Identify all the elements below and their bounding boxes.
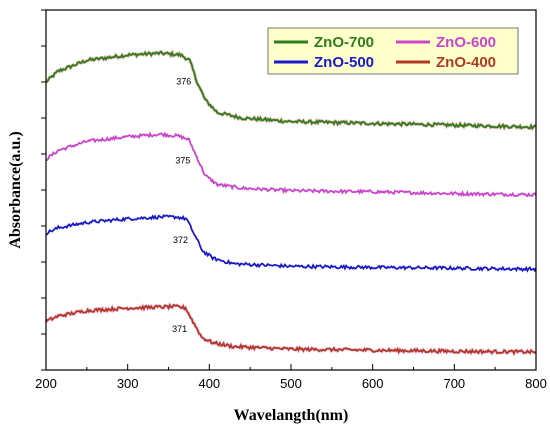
series-zno-600	[45, 131, 537, 198]
legend-box	[267, 27, 519, 75]
y-axis-title: Absorbance(a.u.)	[7, 131, 24, 248]
legend-label-zno-500: ZnO-500	[314, 54, 374, 71]
series-line	[45, 303, 537, 356]
legend-label-zno-400: ZnO-400	[436, 54, 496, 71]
peak-label-375: 375	[175, 156, 190, 166]
series-line	[45, 214, 537, 273]
legend-label-zno-700: ZnO-700	[314, 34, 374, 51]
peak-label-376: 376	[176, 76, 191, 86]
x-tick-label: 700	[443, 376, 465, 391]
x-tick-label: 600	[362, 376, 384, 391]
labels-layer: 376 375 372 371	[172, 76, 191, 334]
series-zno-700	[45, 48, 537, 132]
series-zno-400	[44, 301, 537, 358]
peak-label-371: 371	[172, 324, 187, 334]
x-tick-label: 800	[525, 376, 547, 391]
x-tick-label: 400	[198, 376, 220, 391]
axes-layer: 200 300 400 500 600 700 800 Wavelangth(nm) Absor…	[7, 9, 547, 424]
series-layer	[44, 48, 537, 358]
series-halo	[44, 301, 537, 358]
x-axis-title: Wavelangth(nm)	[234, 407, 349, 424]
x-tick-label: 300	[117, 376, 139, 391]
series-line	[45, 131, 537, 198]
peak-label-372: 372	[173, 235, 188, 245]
legend: ZnO-700 ZnO-600 ZnO-500 ZnO-400	[267, 27, 519, 75]
series-line	[45, 50, 537, 130]
x-tick-label: 200	[35, 376, 57, 391]
legend-label-zno-600: ZnO-600	[436, 34, 496, 51]
x-tick-label: 500	[280, 376, 302, 391]
series-zno-500	[45, 214, 537, 273]
